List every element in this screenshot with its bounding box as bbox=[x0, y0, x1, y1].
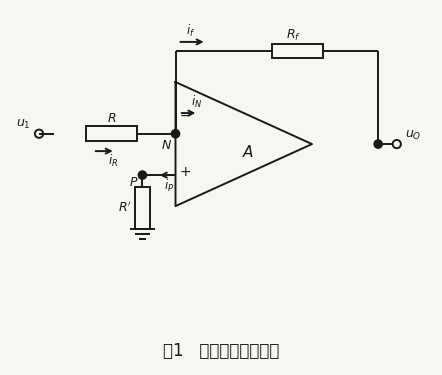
Text: $N$: $N$ bbox=[161, 139, 172, 152]
Text: $u_1$: $u_1$ bbox=[16, 118, 30, 131]
Text: $+$: $+$ bbox=[179, 165, 191, 179]
Text: $P$: $P$ bbox=[129, 176, 138, 189]
Circle shape bbox=[374, 140, 382, 148]
Text: $i_R$: $i_R$ bbox=[108, 153, 118, 170]
Text: $i_N$: $i_N$ bbox=[191, 93, 202, 110]
Text: $R'$: $R'$ bbox=[118, 201, 132, 215]
Circle shape bbox=[138, 171, 147, 179]
Text: $-$: $-$ bbox=[179, 108, 191, 122]
Text: $R_f$: $R_f$ bbox=[286, 28, 301, 43]
Text: 图1   反相比例运算电路: 图1 反相比例运算电路 bbox=[163, 342, 279, 360]
Circle shape bbox=[171, 130, 179, 138]
Text: $i_P$: $i_P$ bbox=[164, 178, 175, 194]
Bar bbox=[86, 126, 137, 141]
Text: $i_f$: $i_f$ bbox=[187, 23, 196, 39]
Bar bbox=[272, 44, 323, 58]
Text: $u_O$: $u_O$ bbox=[405, 128, 422, 141]
Text: $A$: $A$ bbox=[242, 144, 254, 160]
Bar bbox=[135, 188, 150, 229]
Text: $R$: $R$ bbox=[107, 111, 116, 125]
